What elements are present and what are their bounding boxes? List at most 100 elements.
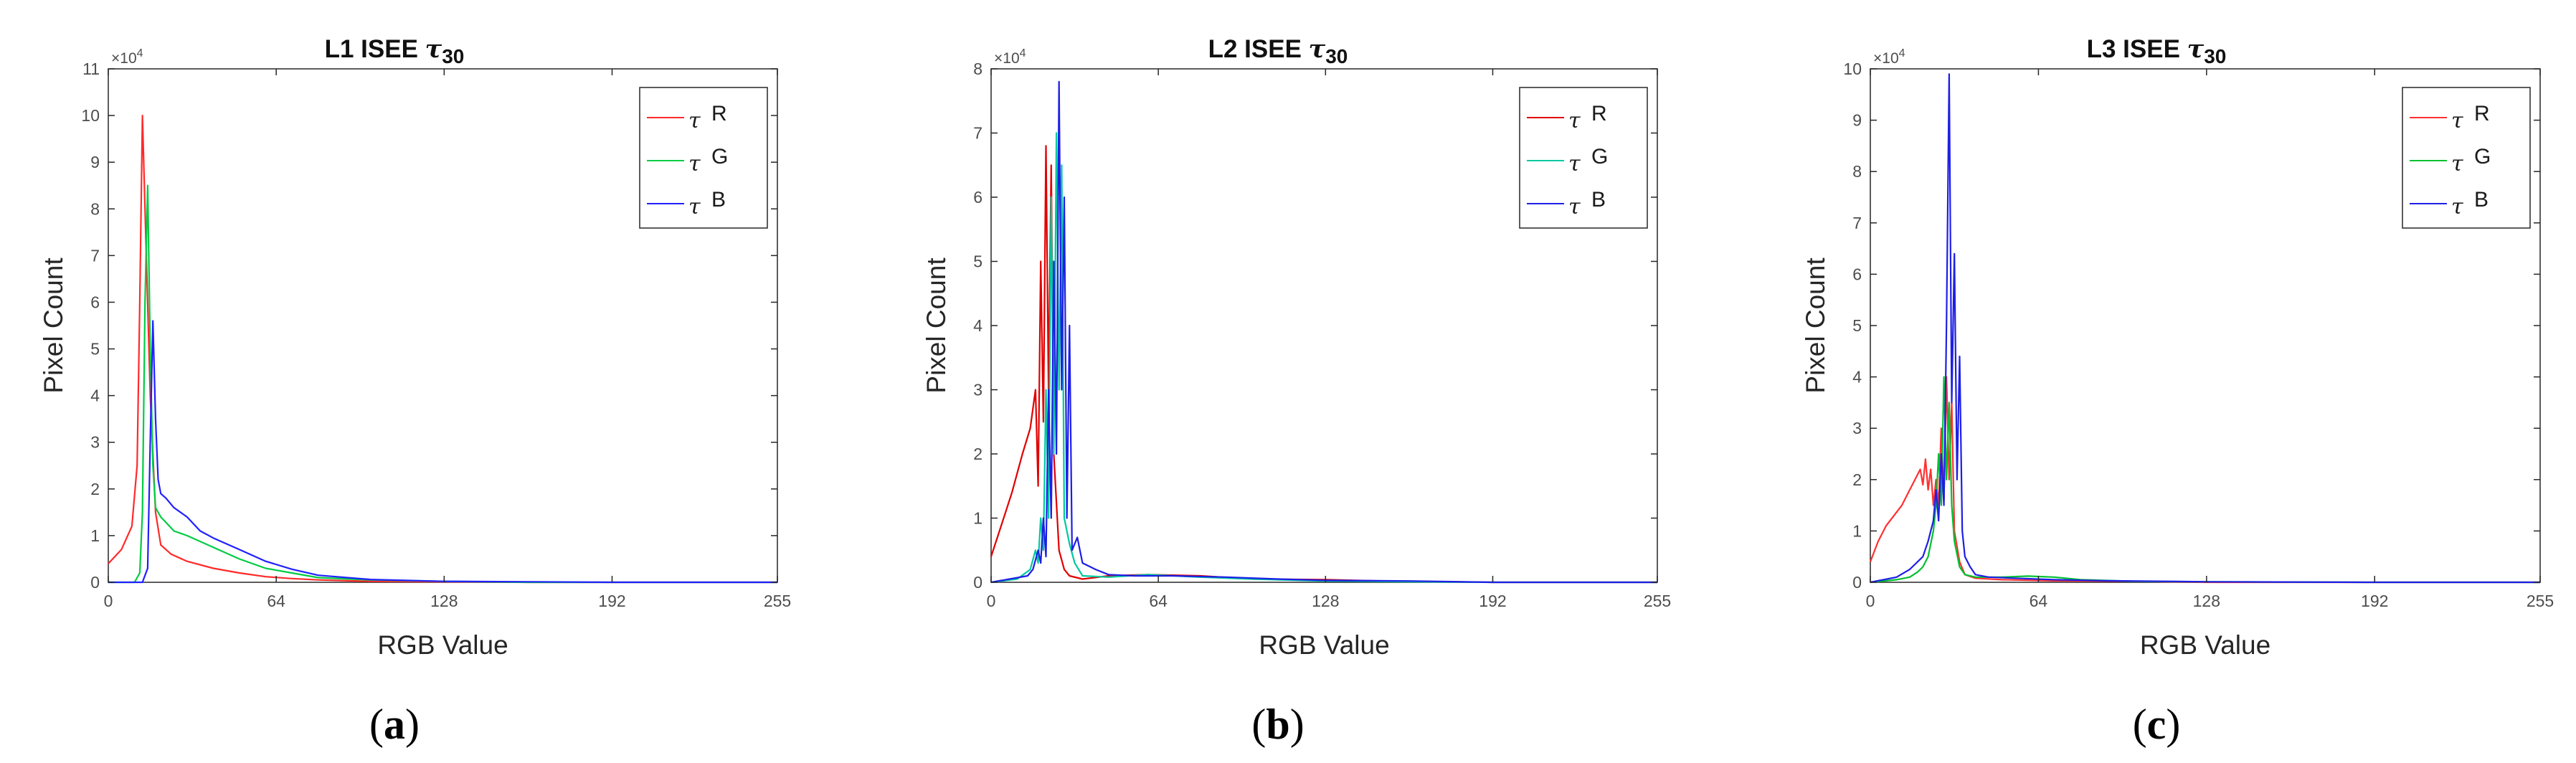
legend-tau-B: τ [2451, 194, 2463, 219]
y-tick-label: 8 [90, 199, 100, 218]
legend-label-G: G [2474, 145, 2491, 169]
y-tick-label: 6 [90, 293, 100, 311]
legend-tau-G: τ [1568, 151, 1581, 176]
legend-label-R: R [1591, 102, 1607, 125]
x-tick-label: 128 [2193, 592, 2220, 610]
y-tick-label: 9 [90, 153, 100, 171]
x-tick-label: 128 [430, 592, 458, 610]
y-tick-label: 4 [90, 387, 100, 405]
y-tick-label: 10 [1843, 60, 1862, 78]
x-tick-label: 0 [1866, 592, 1875, 610]
series-line-B [108, 320, 777, 584]
y-tick-label: 3 [90, 433, 100, 452]
y-tick-label: 5 [973, 252, 982, 271]
series-line-R [108, 115, 777, 584]
y-tick-label: 3 [1852, 419, 1862, 437]
y-tick-label: 4 [1852, 368, 1862, 387]
legend-tau-G: τ [688, 151, 701, 176]
x-tick-label: 192 [2361, 592, 2388, 610]
y-exponent-power: 4 [1899, 47, 1905, 60]
x-tick-label: 0 [104, 592, 113, 610]
x-tick-label: 64 [2030, 592, 2048, 610]
y-tick-label: 1 [973, 509, 982, 528]
panel-caption-open: ( [1251, 701, 1266, 748]
y-tick-label: 9 [1852, 111, 1862, 130]
legend-label-B: B [1591, 188, 1606, 212]
y-tick-label: 1 [90, 526, 100, 545]
chart-title-tau: τ [2187, 34, 2205, 64]
legend-label-G: G [1591, 145, 1608, 169]
x-tick-label: 0 [987, 592, 996, 610]
y-exponent: ×104 [111, 47, 143, 67]
panel-caption-open: ( [369, 701, 384, 748]
panel-caption-letter: a [384, 701, 405, 748]
chart-title: L2 ISEE τ30 [1208, 34, 1348, 67]
y-exponent: ×104 [1873, 47, 1905, 67]
x-tick-label: 255 [2527, 592, 2554, 610]
legend-tau-R: τ [688, 108, 701, 133]
y-tick-label: 6 [973, 188, 982, 207]
y-tick-label: 0 [1852, 573, 1862, 592]
y-tick-label: 7 [90, 246, 100, 265]
x-tick-label: 64 [267, 592, 285, 610]
x-tick-label: 128 [1312, 592, 1339, 610]
y-tick-label: 7 [1852, 214, 1862, 232]
y-tick-label: 2 [973, 445, 982, 463]
series-group [1869, 73, 2540, 584]
chart-title-subscript: 30 [442, 45, 464, 67]
legend: τ Rτ Gτ B [1519, 87, 1648, 229]
panel-caption: (a) [369, 701, 420, 748]
x-axis-label: RGB Value [1259, 630, 1389, 660]
legend-tau-R: τ [2451, 108, 2463, 133]
x-axis-label: RGB Value [2140, 630, 2270, 660]
legend-box [2402, 87, 2531, 229]
panel-caption-close: ) [1290, 701, 1304, 748]
chart-title-tau: τ [1309, 34, 1326, 64]
y-exponent-power: 4 [137, 47, 143, 60]
y-tick-label: 10 [81, 106, 100, 125]
y-tick-label: 3 [973, 381, 982, 399]
chart-title-subscript: 30 [1325, 45, 1348, 67]
legend: τ Rτ Gτ B [2402, 87, 2531, 229]
legend-label-B: B [2474, 188, 2489, 212]
y-tick-label: 0 [973, 573, 982, 592]
y-axis-label: Pixel Count [39, 257, 68, 394]
series-group [990, 80, 1657, 584]
y-exponent-power: 4 [1020, 47, 1026, 60]
legend-tau-B: τ [1568, 194, 1581, 219]
chart-title-subscript: 30 [2204, 45, 2226, 67]
legend-tau-R: τ [1568, 108, 1581, 133]
chart-title-text: L2 ISEE [1208, 35, 1309, 63]
legend-tau-G: τ [2451, 151, 2463, 176]
legend-label-B: B [711, 188, 726, 212]
y-tick-label: 11 [82, 60, 100, 78]
series-line-G [1870, 376, 2540, 584]
y-tick-label: 4 [973, 316, 982, 335]
panel-caption-close: ) [2166, 701, 2180, 748]
y-axis-label: Pixel Count [922, 257, 951, 394]
y-exponent: ×104 [994, 47, 1026, 67]
panel-caption-letter: c [2147, 701, 2167, 748]
chart-title: L3 ISEE τ30 [2087, 34, 2227, 67]
panel-caption-letter: b [1266, 701, 1289, 748]
chart-title: L1 ISEE τ30 [325, 34, 465, 67]
y-tick-label: 0 [90, 573, 100, 592]
y-tick-label: 8 [1852, 162, 1862, 181]
legend: τ Rτ Gτ B [639, 87, 768, 229]
x-tick-label: 255 [1644, 592, 1671, 610]
chart-title-text: L3 ISEE [2087, 35, 2187, 63]
legend-label-R: R [2474, 102, 2490, 125]
x-tick-label: 192 [598, 592, 625, 610]
chart-title-tau: τ [425, 34, 442, 64]
legend-label-G: G [711, 145, 728, 169]
panel-caption-close: ) [405, 701, 420, 748]
panel-caption: (b) [1251, 701, 1304, 748]
y-tick-label: 5 [90, 340, 100, 359]
x-tick-label: 255 [764, 592, 791, 610]
chart-title-text: L1 ISEE [325, 35, 425, 63]
y-tick-label: 6 [1852, 265, 1862, 283]
